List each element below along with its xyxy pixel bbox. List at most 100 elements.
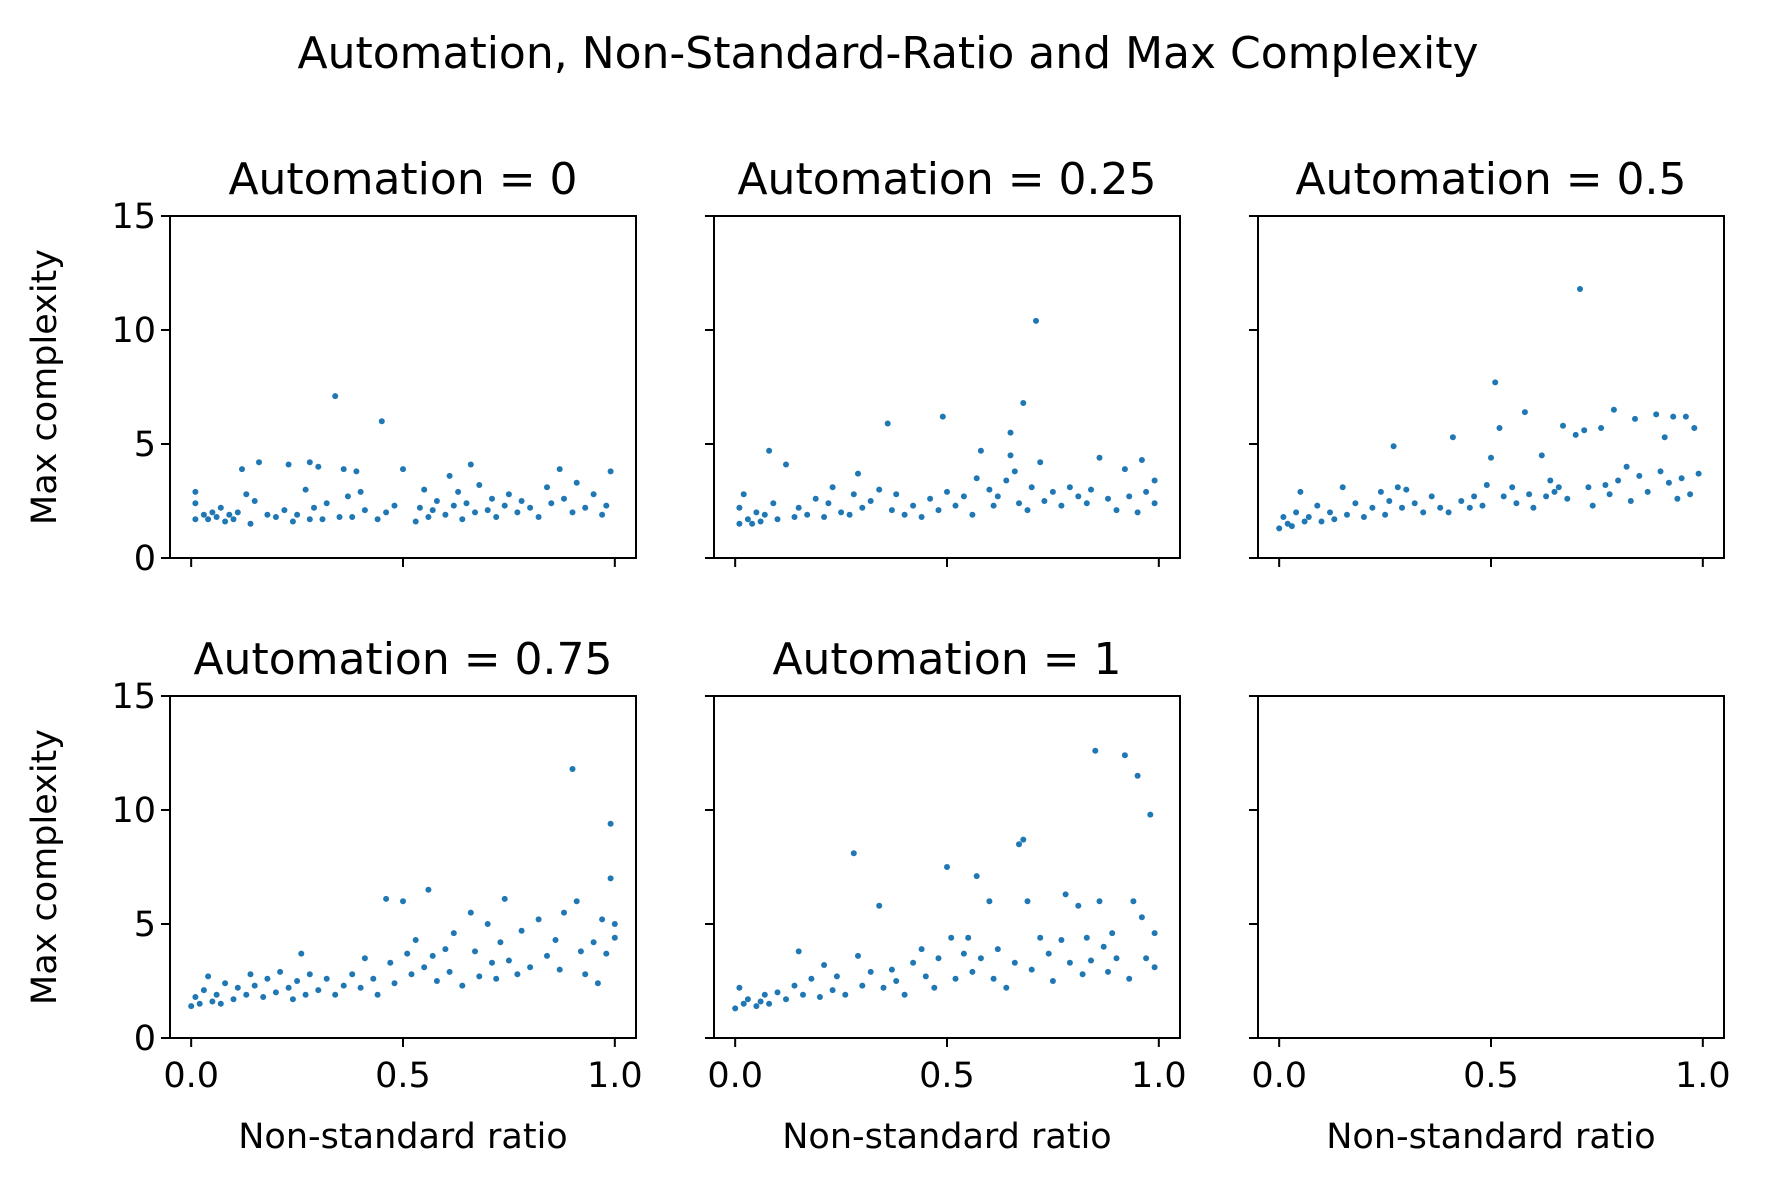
- scatter-point: [349, 514, 356, 520]
- scatter-point: [791, 514, 798, 520]
- scatter-point: [1509, 484, 1516, 491]
- scatter-point: [383, 509, 390, 516]
- scatter-point: [497, 939, 504, 946]
- scatter-point: [315, 463, 322, 470]
- scatter-point: [188, 1003, 195, 1010]
- scatter-point: [1024, 507, 1031, 514]
- scatter-point: [527, 504, 534, 511]
- scatter-point: [740, 1000, 747, 1007]
- scatter-point: [1632, 415, 1638, 422]
- scatter-point: [1653, 411, 1660, 418]
- scatter-point: [1016, 841, 1022, 848]
- scatter-point: [1143, 488, 1150, 495]
- scatter-point: [1445, 509, 1452, 516]
- scatter-point: [1644, 488, 1651, 495]
- scatter-point: [603, 502, 610, 509]
- scatter-point: [264, 511, 271, 518]
- scatter-point: [590, 491, 597, 498]
- scatter-point: [969, 968, 976, 975]
- scatter-point: [349, 971, 356, 978]
- scatter-point: [821, 514, 828, 520]
- scatter-point: [311, 504, 317, 511]
- scatter-point: [425, 886, 432, 893]
- scatter-point: [400, 466, 406, 473]
- scatter-point: [859, 982, 866, 989]
- scatter-series: [736, 317, 1158, 527]
- scatter-point: [1024, 898, 1031, 905]
- scatter-point: [1678, 475, 1685, 482]
- scatter-point: [833, 973, 840, 980]
- scatter-point: [1352, 500, 1359, 507]
- scatter-point: [400, 898, 406, 905]
- scatter-point: [829, 484, 836, 491]
- scatter-point: [433, 978, 440, 984]
- scatter-point: [594, 980, 601, 987]
- scatter-point: [986, 486, 993, 493]
- scatter-point: [573, 479, 580, 486]
- scatter-point: [340, 466, 347, 473]
- scatter-point: [1577, 286, 1583, 292]
- scatter-point: [1602, 482, 1609, 488]
- scatter-point: [493, 975, 500, 982]
- scatter-point: [795, 504, 802, 511]
- scatter-point: [277, 968, 284, 975]
- scatter-point: [816, 994, 823, 1000]
- scatter-point: [1121, 752, 1128, 759]
- scatter-point: [888, 507, 895, 514]
- scatter-point: [514, 971, 521, 978]
- scatter-point: [544, 952, 550, 959]
- y-tick-label: 15: [111, 677, 156, 717]
- scatter-point: [1543, 493, 1550, 500]
- scatter-series: [192, 393, 614, 527]
- scatter-point: [1011, 959, 1018, 966]
- x-tick-label: 0.0: [163, 1056, 219, 1096]
- scatter-point: [472, 948, 478, 955]
- scatter-point: [910, 959, 917, 966]
- scatter-point: [846, 511, 853, 518]
- scatter-point: [1092, 747, 1099, 754]
- figure-title: Automation, Non-Standard-Ratio and Max C…: [297, 28, 1478, 79]
- scatter-point: [859, 504, 866, 511]
- scatter-point: [357, 984, 364, 991]
- scatter-point: [969, 511, 976, 518]
- scatter-point: [1369, 504, 1376, 511]
- scatter-point: [298, 950, 305, 957]
- scatter-point: [548, 500, 555, 507]
- scatter-point: [230, 996, 237, 1003]
- scatter-point: [416, 504, 423, 511]
- x-tick-label: 0.5: [919, 1056, 975, 1096]
- scatter-point: [192, 488, 199, 495]
- scatter-point: [306, 971, 313, 978]
- scatter-series: [188, 766, 618, 1010]
- scatter-point: [323, 500, 330, 507]
- scatter-point: [378, 418, 385, 425]
- scatter-point: [1305, 514, 1312, 520]
- scatter-point: [1033, 317, 1039, 324]
- scatter-point: [196, 1000, 203, 1007]
- scatter-point: [446, 968, 453, 975]
- scatter-point: [744, 516, 751, 523]
- scatter-point: [561, 495, 567, 502]
- scatter-point: [463, 500, 470, 507]
- scatter-point: [901, 511, 908, 518]
- scatter-point: [1411, 500, 1418, 507]
- scatter-point: [611, 934, 618, 941]
- scatter-point: [501, 502, 508, 509]
- scatter-point: [200, 511, 207, 518]
- scatter-point: [1049, 488, 1056, 495]
- scatter-point: [761, 991, 768, 998]
- scatter-point: [357, 488, 364, 495]
- scatter-point: [489, 959, 495, 966]
- scatter-point: [1674, 495, 1681, 502]
- scatter-point: [880, 984, 887, 991]
- scatter-point: [1297, 488, 1304, 495]
- scatter-point: [251, 498, 258, 504]
- x-axis-label: Non-standard ratio: [782, 1117, 1111, 1157]
- scatter-point: [1466, 504, 1473, 511]
- scatter-point: [260, 994, 267, 1000]
- scatter-point: [1280, 514, 1287, 520]
- scatter-point: [1037, 934, 1044, 941]
- scatter-point: [1386, 498, 1393, 504]
- x-tick-label: 1.0: [587, 1056, 643, 1096]
- subplot-3: Automation = 0.5: [1249, 154, 1725, 567]
